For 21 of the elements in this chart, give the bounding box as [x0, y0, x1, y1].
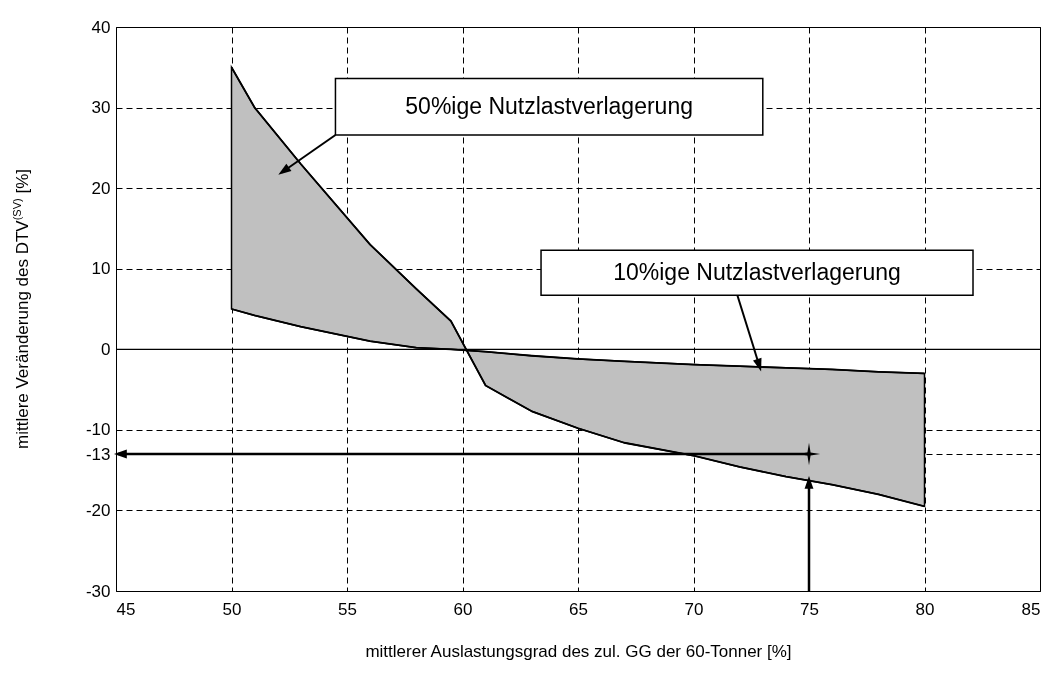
x-axis-title: mittlerer Auslastungsgrad des zul. GG der 60-Tonner [%] [365, 641, 792, 661]
y-tick-label: 30 [91, 98, 111, 118]
x-tick-label: 60 [453, 599, 473, 619]
annotation: 10%ige Nutzlastverlagerung [613, 258, 901, 285]
y-tick-label: -13 [85, 444, 111, 464]
x-tick-label: 55 [338, 599, 357, 619]
y-tick-label: 10 [91, 259, 111, 279]
x-tick-label: 75 [800, 599, 819, 619]
y-tick-label: -30 [85, 581, 111, 601]
y-tick-label: 40 [91, 17, 111, 37]
y-tick-label: 0 [101, 339, 111, 359]
x-tick-label: 85 [1021, 599, 1041, 619]
y-tick-label: 20 [91, 178, 111, 198]
x-tick-label: 80 [915, 599, 935, 619]
annotation: 50%ige Nutzlastverlagerung [405, 92, 693, 119]
x-tick-label: 45 [116, 599, 136, 619]
x-tick-label: 50 [222, 599, 242, 619]
y-tick-label: -20 [85, 500, 111, 520]
x-tick-label: 70 [684, 599, 704, 619]
y-tick-label: -10 [85, 420, 111, 440]
x-tick-label: 65 [569, 599, 588, 619]
